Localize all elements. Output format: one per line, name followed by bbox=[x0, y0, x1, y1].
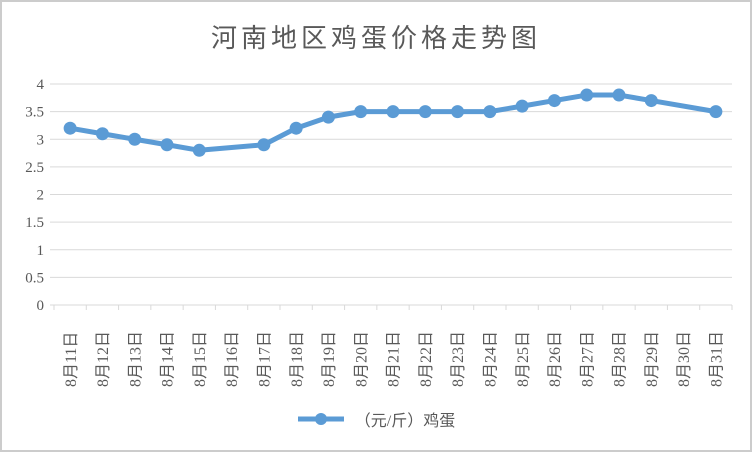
x-axis-tick-label: 8月17日 bbox=[256, 331, 273, 387]
legend-dot bbox=[314, 413, 327, 425]
x-axis-tick-label: 8月12日 bbox=[95, 331, 112, 387]
y-axis-tick-label: 4 bbox=[37, 77, 45, 93]
data-point-marker bbox=[580, 88, 594, 102]
data-point-marker bbox=[386, 105, 400, 119]
x-axis-tick-label: 8月11日 bbox=[63, 332, 80, 387]
x-axis-tick-label: 8月25日 bbox=[515, 331, 532, 387]
x-axis-tick-label: 8月31日 bbox=[708, 331, 725, 387]
x-axis-tick-label: 8月29日 bbox=[644, 331, 661, 387]
x-axis-tick-label: 8月24日 bbox=[482, 331, 499, 387]
data-point-marker bbox=[547, 94, 561, 108]
y-axis-tick-label: 3.5 bbox=[25, 105, 44, 121]
x-axis-tick-label: 8月16日 bbox=[224, 331, 241, 387]
data-point-marker bbox=[418, 105, 432, 119]
x-axis-tick-label: 8月20日 bbox=[353, 331, 370, 387]
x-axis-tick-label: 8月18日 bbox=[289, 331, 306, 387]
data-point-marker bbox=[289, 121, 303, 135]
x-axis-tick-label: 8月28日 bbox=[612, 331, 629, 387]
data-point-marker bbox=[515, 99, 529, 113]
chart-title: 河南地区鸡蛋价格走势图 bbox=[210, 24, 541, 53]
data-point-marker bbox=[354, 105, 368, 119]
data-point-marker bbox=[160, 138, 174, 152]
y-axis-tick-label: 0 bbox=[37, 298, 45, 314]
legend: （元/斤）鸡蛋 bbox=[2, 407, 750, 431]
data-point-marker bbox=[644, 94, 658, 108]
x-axis-tick-label: 8月23日 bbox=[450, 331, 467, 387]
legend-line-marker-icon bbox=[297, 413, 344, 425]
data-point-marker bbox=[128, 132, 142, 146]
data-point-marker bbox=[192, 143, 206, 157]
data-point-marker bbox=[451, 105, 465, 119]
x-axis-tick-label: 8月14日 bbox=[160, 331, 177, 387]
data-point-marker bbox=[321, 110, 335, 124]
legend-series-label: （元/斤）鸡蛋 bbox=[354, 413, 456, 430]
data-point-marker bbox=[95, 127, 109, 141]
y-axis-tick-label: 2.5 bbox=[25, 160, 44, 176]
x-axis-tick-label: 8月26日 bbox=[547, 331, 564, 387]
x-axis-tick-label: 8月13日 bbox=[127, 331, 144, 387]
data-point-marker bbox=[612, 88, 626, 102]
x-axis-tick-label: 8月22日 bbox=[418, 331, 435, 387]
y-axis-tick-label: 0.5 bbox=[25, 270, 44, 286]
x-axis-tick-label: 8月19日 bbox=[321, 331, 338, 387]
x-axis-tick-label: 8月27日 bbox=[579, 331, 596, 387]
data-point-marker bbox=[483, 105, 497, 119]
x-axis-tick-label: 8月15日 bbox=[192, 331, 209, 387]
y-axis-tick-label: 1.5 bbox=[25, 215, 44, 231]
y-axis-tick-label: 1 bbox=[37, 243, 45, 259]
y-axis-tick-label: 2 bbox=[37, 188, 45, 204]
data-point-marker bbox=[63, 121, 77, 135]
x-axis-tick-label: 8月21日 bbox=[386, 331, 403, 387]
y-axis-tick-label: 3 bbox=[37, 132, 45, 148]
data-point-marker bbox=[709, 105, 723, 119]
data-point-marker bbox=[257, 138, 271, 152]
x-axis-tick-label: 8月30日 bbox=[676, 331, 693, 387]
